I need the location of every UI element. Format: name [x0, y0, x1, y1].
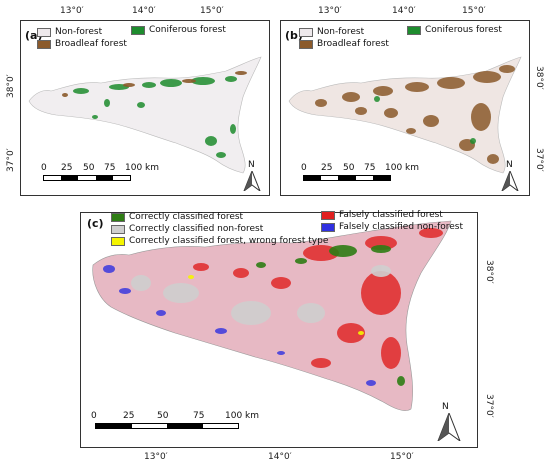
scale-bar [43, 175, 131, 181]
scale-label: 0 [301, 163, 307, 173]
legend-label: Falsely classified forest [339, 210, 443, 220]
legend-false-non-forest: Falsely classified non-forest [321, 222, 463, 233]
legend-coniferous: Coniferous forest [131, 25, 226, 36]
legend-swatch [111, 237, 125, 246]
lat-tick: 38°0′ [484, 260, 494, 284]
north-arrow: N [242, 160, 262, 195]
legend-swatch [321, 223, 335, 232]
legend-label: Broadleaf forest [55, 39, 127, 49]
legend-wrong-type: Correctly classified forest, wrong fores… [111, 236, 328, 247]
north-arrow-icon [242, 169, 262, 193]
legend-label: Correctly classified forest [129, 212, 244, 222]
scale-label: 50 [343, 163, 355, 173]
map-panel-c: (c) Correctly classified forest Correctl… [80, 210, 478, 448]
legend-broadleaf: Broadleaf forest [37, 39, 127, 50]
scale-bar [303, 175, 391, 181]
lon-tick: 15°0′ [462, 6, 486, 16]
lat-tick: 37°0′ [484, 394, 494, 418]
legend-correct-non-forest: Correctly classified non-forest [111, 224, 263, 235]
legend-swatch [131, 26, 145, 35]
lat-tick: 38°0′ [534, 66, 544, 90]
legend-swatch [111, 225, 125, 234]
legend-non-forest: Non-forest [299, 27, 364, 38]
legend-swatch [407, 26, 421, 35]
north-arrow-icon [436, 411, 462, 443]
lon-tick: 13°0′ [144, 452, 168, 462]
lon-tick: 14°0′ [392, 6, 416, 16]
scale-label: 25 [61, 163, 73, 173]
north-arrow: N [436, 402, 462, 445]
legend-coniferous: Coniferous forest [407, 25, 502, 36]
lon-tick: 14°0′ [132, 6, 156, 16]
north-label: N [506, 160, 513, 170]
scale-label: 100 km [385, 163, 420, 173]
legend-non-forest: Non-forest [37, 27, 102, 38]
lon-tick: 13°0′ [60, 6, 84, 16]
map-panel-a: (a) Non-forest Broadleaf forest Conifero… [20, 20, 270, 196]
scale-label: 25 [123, 411, 135, 421]
lon-tick: 15°0′ [390, 452, 414, 462]
lon-tick: 15°0′ [200, 6, 224, 16]
lat-tick: 37°0′ [534, 148, 544, 172]
legend-correct-forest: Correctly classified forest [111, 212, 243, 223]
panel-label: (b) [285, 29, 303, 42]
legend-label: Correctly classified non-forest [129, 224, 264, 234]
legend-label: Correctly classified forest, wrong fores… [129, 236, 329, 246]
legend-broadleaf: Broadleaf forest [299, 39, 389, 50]
legend-label: Broadleaf forest [317, 39, 389, 49]
scale-label: 50 [157, 411, 169, 421]
north-arrow-icon [500, 169, 520, 193]
panel-label: (c) [87, 217, 104, 230]
map-panel-b: (b) Non-forest Broadleaf forest Conifero… [280, 20, 530, 196]
legend-label: Coniferous forest [149, 25, 226, 35]
legend-label: Falsely classified non-forest [339, 222, 463, 232]
north-label: N [248, 160, 255, 170]
lat-tick: 37°0′ [6, 148, 16, 172]
scale-bar [95, 423, 239, 429]
lon-tick: 14°0′ [268, 452, 292, 462]
scale-label: 75 [104, 163, 116, 173]
scale-label: 50 [83, 163, 95, 173]
legend-label: Coniferous forest [425, 25, 502, 35]
scale-label: 75 [364, 163, 376, 173]
legend-swatch [321, 211, 335, 220]
north-arrow: N [500, 160, 520, 195]
sicily-map-b [288, 56, 522, 174]
legend-swatch [37, 40, 51, 49]
scale-label: 25 [321, 163, 333, 173]
sicily-map-a [28, 56, 262, 174]
legend-swatch [299, 40, 313, 49]
lat-tick: 38°0′ [6, 74, 16, 98]
legend-swatch [111, 213, 125, 222]
scale-label: 100 km [125, 163, 160, 173]
lon-tick: 13°0′ [318, 6, 342, 16]
legend-false-forest: Falsely classified forest [321, 210, 443, 221]
legend-label: Non-forest [55, 27, 103, 37]
scale-label: 0 [41, 163, 47, 173]
legend-swatch [37, 28, 51, 37]
scale-label: 75 [193, 411, 205, 421]
scale-label: 0 [91, 411, 97, 421]
scale-label: 100 km [225, 411, 260, 421]
north-label: N [442, 402, 449, 412]
legend-label: Non-forest [317, 27, 365, 37]
sicily-map-c [92, 220, 452, 411]
legend-swatch [299, 28, 313, 37]
